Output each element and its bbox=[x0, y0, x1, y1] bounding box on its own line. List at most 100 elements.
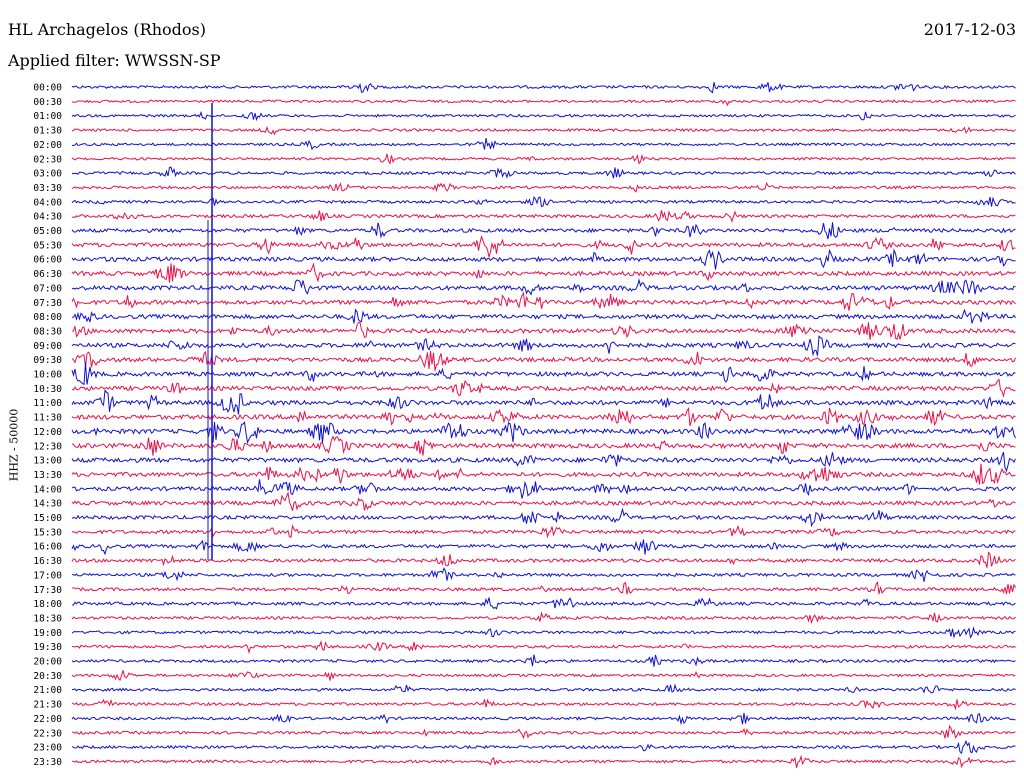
seismic-trace bbox=[71, 581, 1016, 595]
seismic-trace bbox=[71, 507, 1016, 528]
seismic-trace bbox=[71, 452, 1016, 473]
row-time-label: 03:30 bbox=[33, 183, 62, 194]
seismic-trace bbox=[71, 567, 1016, 582]
seismic-trace bbox=[71, 210, 1016, 224]
row-time-label: 00:00 bbox=[33, 83, 62, 94]
row-time-label: 11:30 bbox=[33, 413, 62, 424]
row-time-label: 12:30 bbox=[33, 441, 62, 452]
row-time-label: 16:00 bbox=[33, 542, 62, 553]
row-time-label: 00:30 bbox=[33, 97, 62, 108]
seismic-trace bbox=[71, 639, 1016, 655]
row-time-label: 08:00 bbox=[33, 312, 62, 323]
seismic-trace bbox=[71, 110, 1016, 122]
row-time-label: 15:00 bbox=[33, 513, 62, 524]
row-time-label: 21:00 bbox=[33, 685, 62, 696]
row-time-label: 06:00 bbox=[33, 255, 62, 266]
row-time-label: 09:30 bbox=[33, 355, 62, 366]
seismic-trace bbox=[71, 235, 1016, 258]
seismic-trace bbox=[71, 222, 1016, 240]
date-label: 2017-12-03 bbox=[923, 20, 1016, 39]
row-time-label: 08:30 bbox=[33, 326, 62, 337]
row-time-label: 14:30 bbox=[33, 499, 62, 510]
seismic-trace bbox=[71, 491, 1016, 511]
row-time-label: 10:30 bbox=[33, 384, 62, 395]
seismic-trace bbox=[71, 597, 1016, 610]
seismic-trace bbox=[71, 626, 1016, 639]
row-time-label: 04:00 bbox=[33, 197, 62, 208]
seismic-trace bbox=[71, 435, 1016, 456]
row-time-label: 01:30 bbox=[33, 126, 62, 137]
station-title: HL Archagelos (Rhodos) bbox=[8, 20, 206, 39]
seismic-trace bbox=[71, 654, 1016, 667]
row-time-label: 04:30 bbox=[33, 212, 62, 223]
row-time-label: 18:30 bbox=[33, 613, 62, 624]
row-time-label: 16:30 bbox=[33, 556, 62, 567]
row-time-label: 21:30 bbox=[33, 700, 62, 711]
seismic-trace bbox=[71, 99, 1016, 107]
row-time-label: 05:30 bbox=[33, 240, 62, 251]
seismic-trace bbox=[71, 196, 1016, 207]
row-time-label: 02:30 bbox=[33, 154, 62, 165]
row-time-label: 05:00 bbox=[33, 226, 62, 237]
row-time-label: 17:30 bbox=[33, 585, 62, 596]
seismic-trace bbox=[71, 291, 1016, 311]
row-time-label: 03:00 bbox=[33, 169, 62, 180]
seismic-trace bbox=[71, 670, 1016, 682]
row-time-label: 14:00 bbox=[33, 484, 62, 495]
seismic-trace bbox=[71, 463, 1016, 485]
row-time-label: 09:00 bbox=[33, 341, 62, 352]
row-time-label: 10:00 bbox=[33, 370, 62, 381]
row-time-label: 20:30 bbox=[33, 671, 62, 682]
seismic-trace bbox=[71, 335, 1016, 357]
seismic-trace bbox=[71, 611, 1016, 625]
row-time-label: 20:00 bbox=[33, 657, 62, 668]
seismic-trace bbox=[71, 683, 1016, 694]
row-time-label: 15:30 bbox=[33, 527, 62, 538]
row-time-label: 23:00 bbox=[33, 743, 62, 754]
row-time-label: 07:30 bbox=[33, 298, 62, 309]
seismic-trace bbox=[71, 362, 1016, 386]
seismic-trace bbox=[71, 248, 1016, 270]
seismic-trace bbox=[71, 378, 1016, 398]
row-time-label: 19:00 bbox=[33, 628, 62, 639]
filter-label: Applied filter: WWSSN-SP bbox=[8, 51, 221, 70]
seismic-trace bbox=[71, 278, 1016, 296]
seismic-trace bbox=[71, 153, 1016, 165]
row-time-label: 01:00 bbox=[33, 111, 62, 122]
row-time-label: 17:00 bbox=[33, 570, 62, 581]
row-time-label: 22:00 bbox=[33, 714, 62, 725]
row-time-label: 19:30 bbox=[33, 642, 62, 653]
seismic-trace bbox=[71, 350, 1016, 371]
seismic-trace bbox=[71, 181, 1016, 193]
seismic-trace bbox=[71, 421, 1016, 445]
seismic-trace bbox=[71, 712, 1016, 726]
seismic-trace bbox=[71, 551, 1016, 568]
row-time-label: 22:30 bbox=[33, 728, 62, 739]
seismic-trace bbox=[71, 82, 1016, 94]
row-time-label: 13:30 bbox=[33, 470, 62, 481]
seismic-trace bbox=[71, 125, 1016, 136]
seismic-trace bbox=[71, 166, 1016, 179]
row-time-label: 13:00 bbox=[33, 456, 62, 467]
seismic-trace bbox=[71, 724, 1016, 740]
row-time-label: 02:00 bbox=[33, 140, 62, 151]
seismic-trace bbox=[71, 262, 1016, 283]
seismic-trace bbox=[71, 308, 1016, 324]
row-time-label: 07:00 bbox=[33, 283, 62, 294]
seismic-trace bbox=[71, 389, 1016, 415]
row-time-label: 18:00 bbox=[33, 599, 62, 610]
seismic-trace bbox=[71, 754, 1016, 769]
seismic-trace bbox=[71, 524, 1016, 539]
seismic-trace bbox=[71, 406, 1016, 427]
seismic-trace bbox=[71, 138, 1016, 151]
seismic-trace bbox=[71, 539, 1016, 556]
seismic-trace bbox=[71, 479, 1016, 499]
row-time-label: 12:00 bbox=[33, 427, 62, 438]
row-time-label: 06:30 bbox=[33, 269, 62, 280]
seismic-trace bbox=[71, 321, 1016, 341]
row-time-label: 23:30 bbox=[33, 757, 62, 768]
seismic-trace bbox=[71, 739, 1016, 755]
seismic-trace bbox=[71, 698, 1016, 711]
row-time-label: 11:00 bbox=[33, 398, 62, 409]
